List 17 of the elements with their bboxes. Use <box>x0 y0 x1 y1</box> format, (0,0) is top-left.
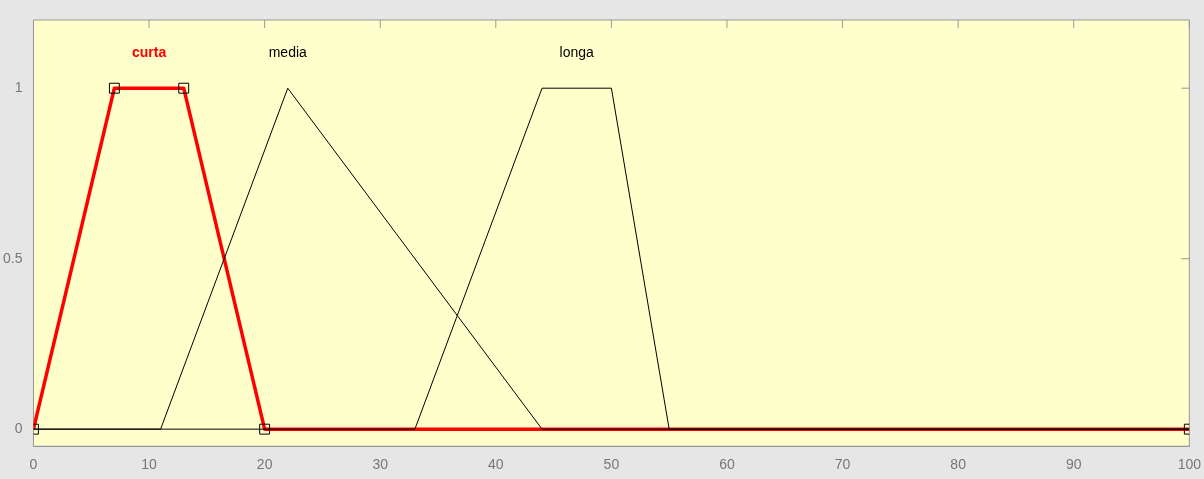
x-tick-label: 70 <box>834 456 851 473</box>
text: media <box>268 44 308 61</box>
x-tick-label: 60 <box>719 456 735 473</box>
x-tick-label: 80 <box>950 456 967 473</box>
x-tick-label: 20 <box>256 456 273 473</box>
series-label: curta <box>131 44 167 61</box>
text: longa <box>559 44 595 61</box>
y-tick-label: 0 <box>14 420 23 437</box>
x-tick-label: 100 <box>1177 456 1202 473</box>
x-tick-label: 90 <box>1065 456 1082 473</box>
x-tick-label: 0 <box>29 456 38 473</box>
x-tick-label: 40 <box>488 456 504 473</box>
x-tick-label: 10 <box>141 456 158 473</box>
y-tick-label: 0.5 <box>2 249 23 266</box>
y-tick-label: 1 <box>14 79 23 96</box>
x-tick-label: 50 <box>603 456 620 473</box>
x-tick-label: 30 <box>372 456 389 473</box>
